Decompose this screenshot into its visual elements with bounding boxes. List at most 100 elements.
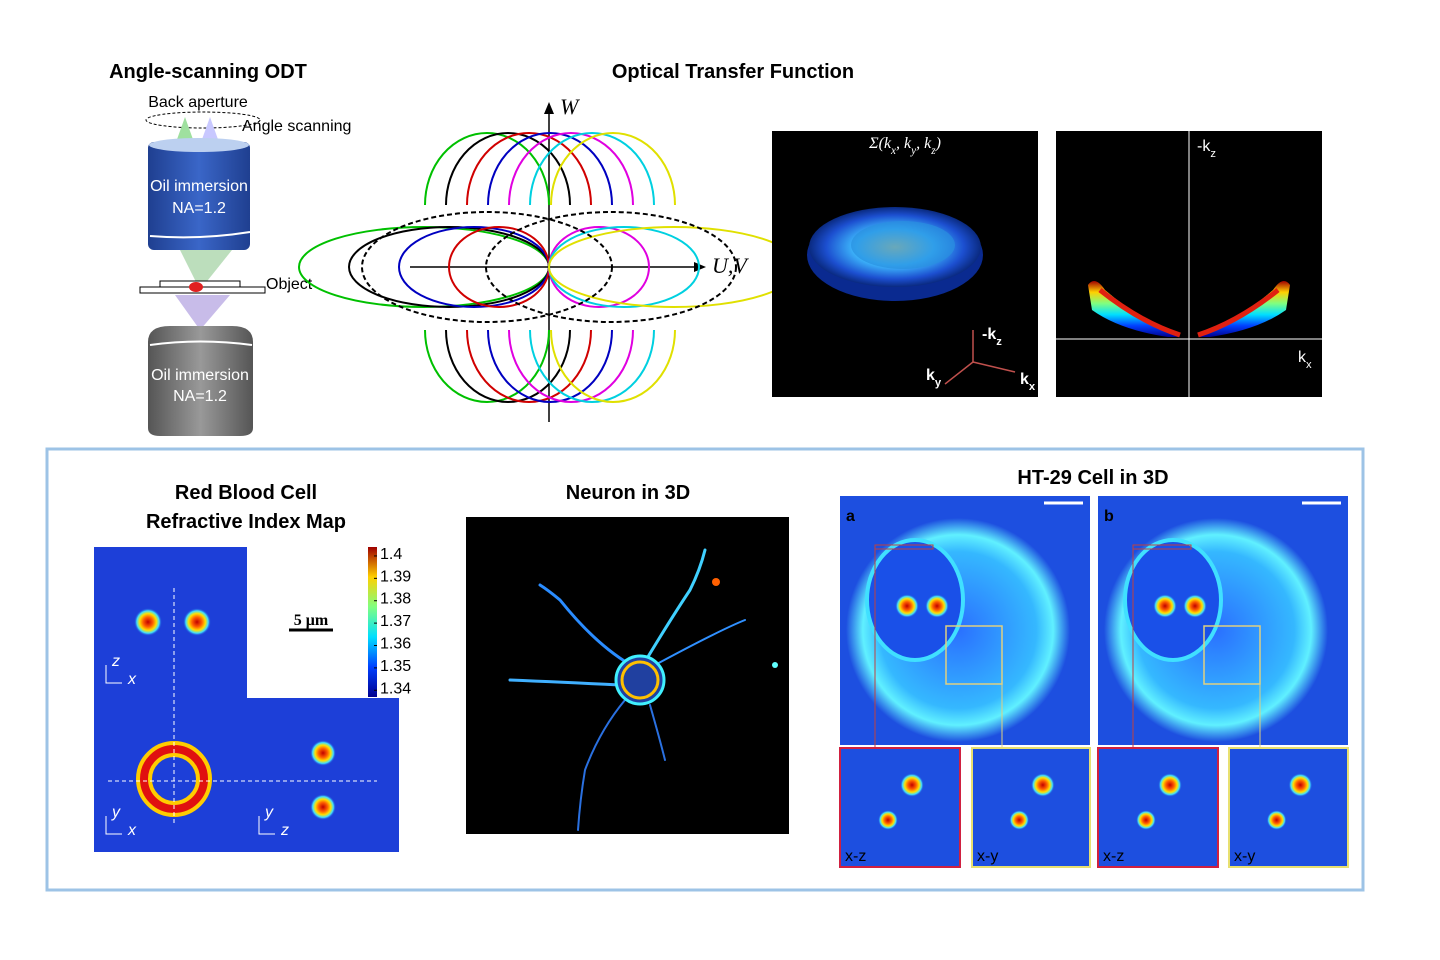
panel-letter: b <box>1104 508 1114 525</box>
beam <box>180 250 232 290</box>
neuron-spot <box>772 662 778 668</box>
label-part: -k <box>982 326 996 343</box>
ewald-arc <box>445 329 571 403</box>
subscript: y <box>910 145 916 157</box>
ewald-arc <box>550 132 676 206</box>
ht29-title: HT-29 Cell in 3D <box>1017 467 1168 489</box>
colorbar-tick-label: 1.34 <box>380 680 411 697</box>
rbc-spot <box>183 608 211 636</box>
ht29-spot <box>1009 810 1030 830</box>
rbc-xy <box>94 698 247 852</box>
subscript: z <box>996 336 1002 348</box>
ky-label: ky <box>926 367 942 389</box>
subscript: x <box>1306 359 1312 371</box>
ewald-arc <box>466 132 592 206</box>
otf-title: Optical Transfer Function <box>612 61 854 83</box>
objective-lower <box>148 326 253 436</box>
section-lobe <box>1198 281 1290 337</box>
ewald-arc <box>487 329 613 403</box>
lens-arc <box>548 266 700 308</box>
ewald-arc <box>445 132 571 206</box>
ht29-inset <box>1228 747 1349 868</box>
rbc-images <box>94 547 399 852</box>
axis-label: y <box>264 804 274 821</box>
ht29-images: a b x-z x-y x-z x-y <box>839 496 1349 868</box>
ht29-inset <box>971 747 1091 868</box>
beam <box>175 117 195 145</box>
results-frame <box>45 447 1365 892</box>
colorbar <box>368 547 377 697</box>
ewald-arc <box>424 132 550 206</box>
axis-label: x <box>127 822 137 839</box>
label-part: k <box>1298 349 1307 366</box>
objective-top <box>149 138 249 152</box>
lens-arc <box>298 226 550 268</box>
objective-band <box>149 231 251 239</box>
ht29-spot <box>1266 810 1287 830</box>
object <box>189 282 203 292</box>
section-lobe <box>1088 281 1180 337</box>
subscript: z <box>930 145 936 157</box>
axis-label: x <box>127 671 137 688</box>
lens-arc <box>398 226 550 268</box>
ewald-arc <box>508 132 634 206</box>
lens-boundary <box>361 211 613 323</box>
objective-band <box>149 340 253 346</box>
lens-arc <box>298 266 550 308</box>
lens-arc <box>348 226 550 268</box>
inset-label: x-y <box>977 848 998 865</box>
colorbar-ticks: 1.4 1.39 1.38 1.37 1.36 1.35 1.34 <box>374 546 411 697</box>
angle-scanning-label: Angle scanning <box>242 118 351 135</box>
axis-label: z <box>111 653 120 670</box>
label-part: k <box>926 367 935 384</box>
rbc-title: Red Blood Cell <box>175 482 317 504</box>
rbc-spot <box>310 794 336 820</box>
kz-label: -kz <box>982 326 1002 348</box>
ewald-arc <box>466 329 592 403</box>
torus-inner <box>851 221 955 269</box>
label-part: ) <box>935 135 941 152</box>
lens-arc <box>448 266 550 308</box>
ewald-arc <box>424 329 550 403</box>
colorbar-tick-label: 1.35 <box>380 658 411 675</box>
label-part: , k <box>916 135 932 152</box>
w-axis-label: W <box>560 94 580 119</box>
otf-diagram <box>298 102 800 422</box>
colorbar-tick-label: 1.38 <box>380 591 411 608</box>
ht29-spot <box>1030 773 1055 797</box>
subscript: z <box>1210 148 1216 160</box>
ht29-spot <box>925 594 949 618</box>
ht29-inset <box>1097 747 1219 868</box>
lens-boundary <box>485 211 737 323</box>
back-aperture-label: Back aperture <box>148 94 248 111</box>
inset-label: x-y <box>1234 848 1255 865</box>
lens-arc <box>348 266 550 308</box>
rbc-spot <box>310 740 336 766</box>
volume-label: Σ(kx, ky, kz) <box>868 135 941 157</box>
label-part: k <box>1020 371 1029 388</box>
ht29-spot <box>1158 773 1182 797</box>
beam <box>200 117 220 145</box>
ht29-spot <box>1136 810 1156 830</box>
lens-arc <box>548 226 700 268</box>
rbc-title: Refractive Index Map <box>146 511 346 533</box>
panel-letter: a <box>846 508 855 525</box>
objective-upper <box>148 142 250 250</box>
neuron-title: Neuron in 3D <box>566 482 690 504</box>
rbc-yz <box>247 698 399 852</box>
back-aperture <box>145 111 261 129</box>
kz-label: -kz <box>1197 138 1216 160</box>
beam <box>175 295 230 330</box>
ewald-arc <box>529 132 655 206</box>
lens-arc <box>548 266 650 308</box>
uv-axis-label: U,V <box>712 253 749 278</box>
colorbar-tick-label: 1.36 <box>380 636 411 653</box>
ht29-inset <box>839 747 961 868</box>
ht29-spot <box>1153 594 1177 618</box>
neuron-dendrites <box>508 548 746 831</box>
objective-label: Oil immersion <box>151 367 249 384</box>
objective-label: NA=1.2 <box>173 388 227 405</box>
ht29-spot <box>900 773 924 797</box>
rbc-xz <box>94 547 247 698</box>
